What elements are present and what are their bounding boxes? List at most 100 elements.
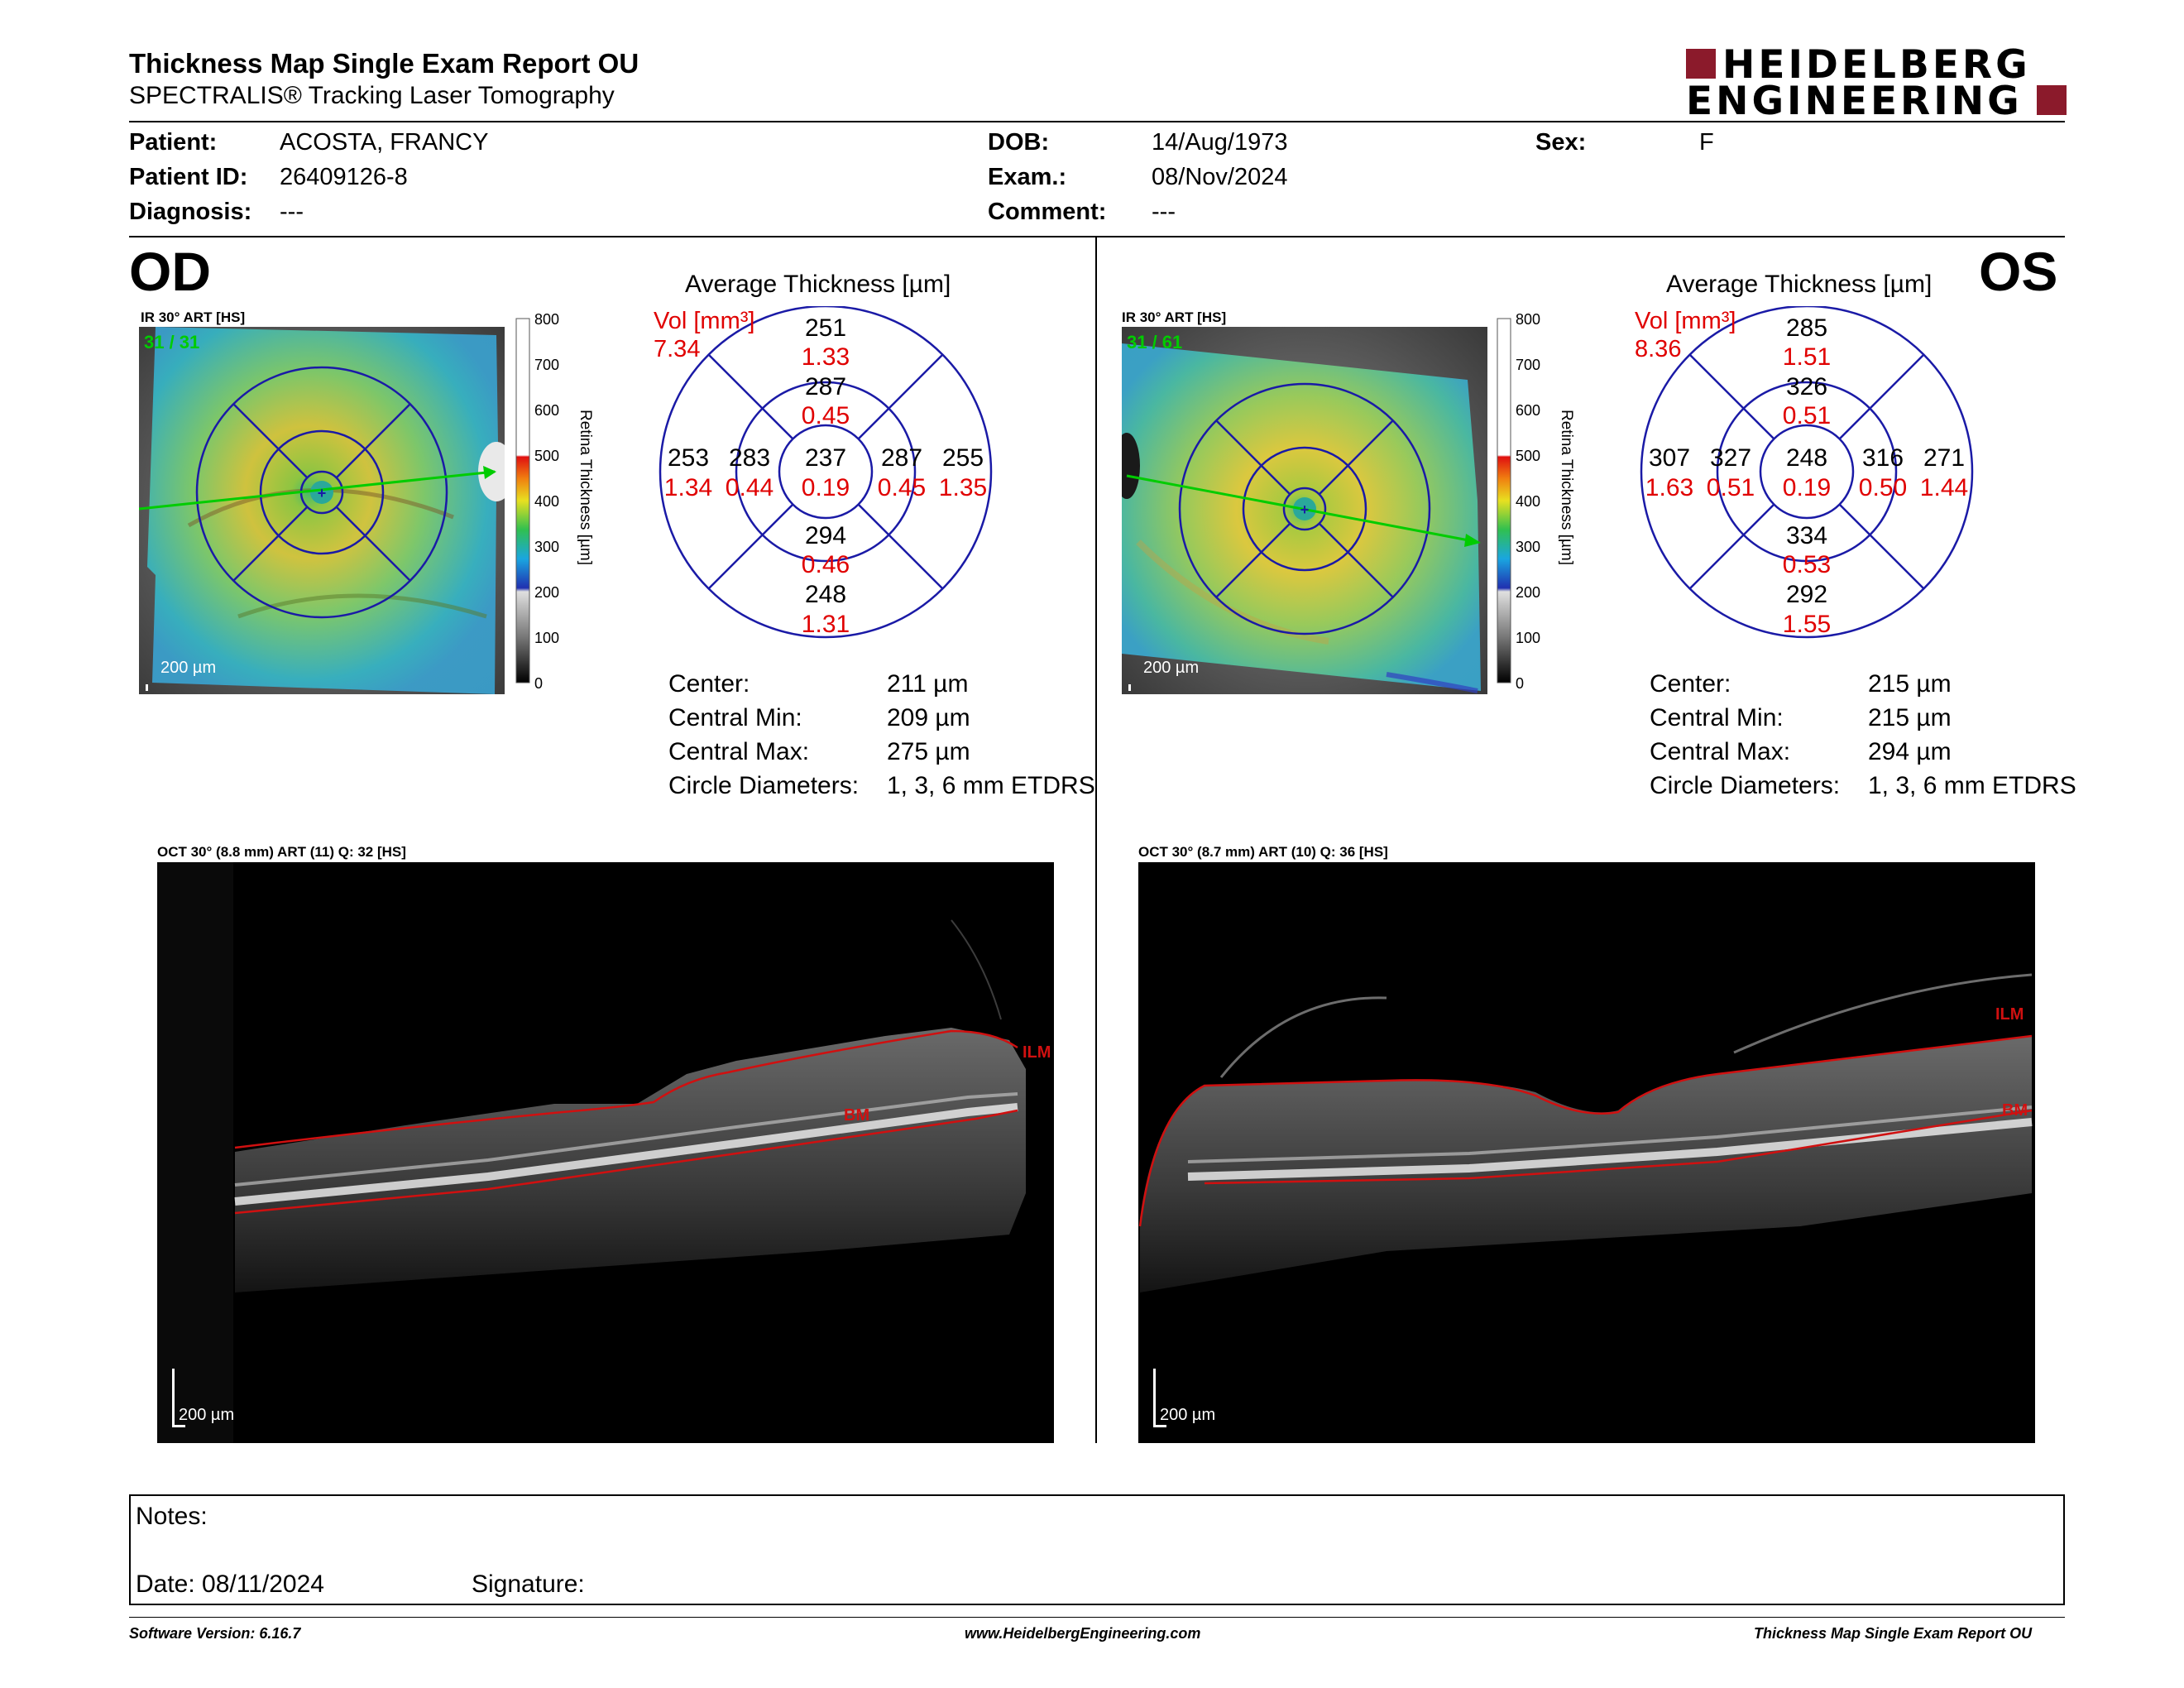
footer-software-version: Software Version: 6.16.7 [129,1625,301,1642]
report-subtitle: SPECTRALIS® Tracking Laser Tomography [129,82,615,109]
od-outer-inf-volume: 1.31 [802,611,850,638]
od-etdrs-grid [195,366,448,619]
os-oct-vitreous-left [1219,996,1387,1078]
header-rule [129,121,2065,122]
notes-signature-label: Signature: [472,1571,585,1598]
os-avg-title: Average Thickness [µm] [1666,271,1933,298]
os-circle-diameters-label: Circle Diameters: [1650,772,1841,799]
os-colorbar-tick-400: 400 [1516,493,1540,510]
od-central-max-value: 275 µm [887,738,970,765]
od-inner-sup-volume: 0.45 [802,402,850,429]
os-etdrs-grid [1178,382,1431,635]
os-colorbar-tick-200: 200 [1516,584,1540,601]
logo-square-bottom [2037,85,2067,115]
os-outer-inf-thickness: 292 [1786,581,1827,608]
od-oct-ellipsoid-band [234,1092,1018,1187]
od-scan-arrow [483,466,496,479]
od-colorbar-tick-0: 0 [534,675,543,692]
od-colorbar-tick-300: 300 [534,539,559,555]
os-outer-left-volume: 1.63 [1645,474,1693,501]
os-bm-line [1204,1109,2033,1185]
od-bm-label: BM [844,1106,869,1125]
od-colorbar-tick-800: 800 [534,311,559,328]
os-colorbar-tick-0: 0 [1516,675,1524,692]
os-inner-inf-volume: 0.53 [1783,551,1831,578]
os-colorbar-tick-800: 800 [1516,311,1540,328]
od-frame-counter: 31 / 31 [144,332,199,352]
patient-label: Patient: [129,129,218,156]
comment-value: --- [1152,199,1176,225]
od-inner-right-thickness: 287 [881,444,922,472]
od-ilm-label: ILM [1023,1043,1051,1062]
od-eye-label: OD [129,241,211,302]
os-center-value: 215 µm [1868,670,1952,698]
od-outer-right-thickness: 255 [942,444,984,472]
os-central-min-label: Central Min: [1650,704,1784,731]
footer-website[interactable]: www.HeidelbergEngineering.com [965,1625,1201,1642]
od-oct-left-margin [157,862,233,1443]
os-outer-right-volume: 1.44 [1920,474,1968,501]
od-oct-scale: 200 µm [179,1406,234,1424]
od-oct-rpe-band [234,1103,1018,1206]
os-inner-right-thickness: 316 [1862,444,1904,472]
od-vol-label: Vol [mm³] [654,308,755,334]
od-center-value: 211 µm [887,670,969,698]
os-ilm-label: ILM [1995,1005,2024,1024]
od-avg-title: Average Thickness [µm] [685,271,951,298]
os-inner-left-thickness: 327 [1710,444,1751,472]
od-outer-inf-thickness: 248 [805,581,846,608]
notes-box[interactable]: Notes: Date: 08/11/2024 Signature: [129,1494,2065,1605]
od-colorbar-label: Retina Thickness [µm] [577,410,594,565]
od-vessel-lower [237,593,487,619]
os-center-cross: + [1300,501,1310,518]
os-colorbar-tick-300: 300 [1516,539,1540,555]
os-vol-total: 8.36 [1635,336,1682,362]
os-oct-ellipsoid-band [1187,1105,2033,1163]
os-colorbar-tick-700: 700 [1516,357,1540,373]
os-center-thickness: 248 [1786,444,1827,472]
od-inner-left-thickness: 283 [729,444,770,472]
od-colorbar-tick-200: 200 [534,584,559,601]
os-ilm-line [1138,1034,2033,1227]
footer-report-name: Thickness Map Single Exam Report OU [1754,1625,2033,1642]
os-avg-thickness-chart: 285 1.51 326 0.51 248 0.19 327 0.51 316 … [1640,306,1974,639]
os-fundus-scale: 200 µm [1143,659,1199,677]
os-oct-scale-vbar [1153,1369,1156,1427]
os-colorbar-tick-600: 600 [1516,402,1540,419]
os-oct-scale: 200 µm [1160,1406,1215,1424]
os-outer-inf-volume: 1.55 [1783,611,1831,638]
os-outer-sup-thickness: 285 [1786,314,1827,342]
os-oct-caption: OCT 30° (8.7 mm) ART (10) Q: 36 [HS] [1138,844,1388,860]
od-circle-diameters-label: Circle Diameters: [668,772,860,799]
od-vol-total: 7.34 [654,336,701,362]
os-vessel-lower [1386,672,1478,693]
od-outer-left-volume: 1.34 [664,474,712,501]
od-colorbar-tick-100: 100 [534,630,559,646]
od-ilm-line [234,1029,1018,1149]
comment-label: Comment: [988,199,1107,225]
os-avg-grid [1640,306,1974,639]
logo-square-top [1686,49,1716,79]
od-inner-inf-volume: 0.46 [802,551,850,578]
os-inner-sup-volume: 0.51 [1783,402,1831,429]
sex-value: F [1699,129,1714,156]
od-ir-caption: IR 30° ART [HS] [141,309,246,325]
od-inner-left-volume: 0.44 [726,474,774,501]
od-map-overlay [147,327,498,694]
sex-label: Sex: [1535,129,1587,156]
os-eye-label: OS [1979,241,2058,302]
od-oct-caption: OCT 30° (8.8 mm) ART (11) Q: 32 [HS] [157,844,406,860]
os-oct-bscan: ILM BM 200 µm [1138,862,2035,1443]
od-inner-sup-thickness: 287 [805,373,846,400]
od-thickness-map: + 31 / 31 200 µm [139,327,505,694]
od-circle-diameters-value: 1, 3, 6 mm ETDRS [887,772,1095,799]
od-outer-sup-volume: 1.33 [802,343,850,371]
od-colorbar-tick-400: 400 [534,493,559,510]
os-outer-sup-volume: 1.51 [1783,343,1831,371]
od-central-min-label: Central Min: [668,704,802,731]
diagnosis-label: Diagnosis: [129,199,252,225]
od-central-min-value: 209 µm [887,704,970,731]
od-colorbar-tick-600: 600 [534,402,559,419]
os-scan-arrow [1464,534,1481,547]
od-colorbar-tick-700: 700 [534,357,559,373]
